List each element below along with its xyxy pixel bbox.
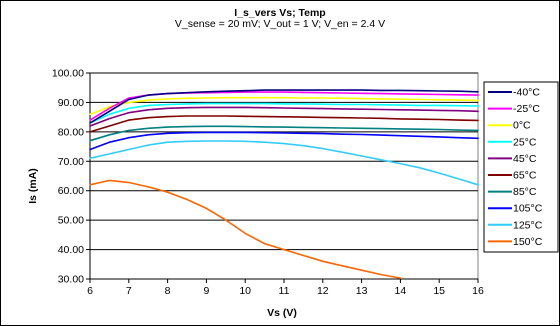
x-tick-label: 12 <box>317 285 329 297</box>
x-tick-label: 11 <box>279 285 290 297</box>
x-tick-label: 9 <box>203 285 209 297</box>
series-line-0°C <box>89 96 479 115</box>
series-line--40°C <box>89 89 479 124</box>
legend-label: 150°C <box>513 236 543 248</box>
x-tick-label: 10 <box>239 285 251 297</box>
y-tick-label: 80.00 <box>58 126 84 138</box>
series-line-65°C <box>89 115 479 133</box>
y-tick-label: 30.00 <box>58 274 84 286</box>
x-axis-label: Vs (V) <box>267 307 297 319</box>
series-line-125°C <box>89 140 479 186</box>
x-tick-label: 8 <box>165 285 171 297</box>
legend-label: 105°C <box>513 203 543 215</box>
series-lines <box>89 89 479 279</box>
x-tick-label: 6 <box>87 285 93 297</box>
y-tick-label: 100.00 <box>52 68 84 80</box>
y-tick-label: 70.00 <box>58 156 84 168</box>
legend-label: 85°C <box>513 186 537 198</box>
x-tick-label: 13 <box>356 285 368 297</box>
x-tick-label: 15 <box>433 285 445 297</box>
y-tick-label: 50.00 <box>58 215 84 227</box>
legend-label: -40°C <box>513 87 540 99</box>
legend-label: 0°C <box>513 120 531 132</box>
axes: 30.00 40.00 50.00 60.00 70.00 80.00 90.00 100.0… <box>52 68 484 298</box>
gridlines <box>89 72 479 280</box>
series-line-45°C <box>89 106 479 127</box>
x-tick-label: 14 <box>395 285 407 297</box>
series-line-150°C <box>89 179 402 279</box>
y-axis-label: Is (mA) <box>27 168 39 204</box>
chart-subtitle: V_sense = 20 mV; V_out = 1 V; V_en = 2.4… <box>175 18 385 30</box>
legend-label: 65°C <box>513 170 537 182</box>
legend-box <box>483 81 559 253</box>
y-tick-label: 40.00 <box>58 244 84 256</box>
y-tick-label: 90.00 <box>58 97 84 109</box>
x-tick-label: 7 <box>126 285 132 297</box>
series-line-85°C <box>89 125 479 142</box>
x-tick-label: 16 <box>472 285 484 297</box>
series-line-25°C <box>89 102 479 124</box>
legend-label: 45°C <box>513 153 537 165</box>
legend: -40°C -25°C 0°C 25°C 45°C 65°C 85°C 105°C 125°C 1… <box>483 81 559 253</box>
series-line-105°C <box>89 131 479 151</box>
legend-label: 25°C <box>513 136 537 148</box>
chart-title: I_s_vers Vs; Temp <box>234 7 325 19</box>
legend-label: -25°C <box>513 103 540 115</box>
y-tick-label: 60.00 <box>58 185 84 197</box>
legend-label: 125°C <box>513 219 543 231</box>
